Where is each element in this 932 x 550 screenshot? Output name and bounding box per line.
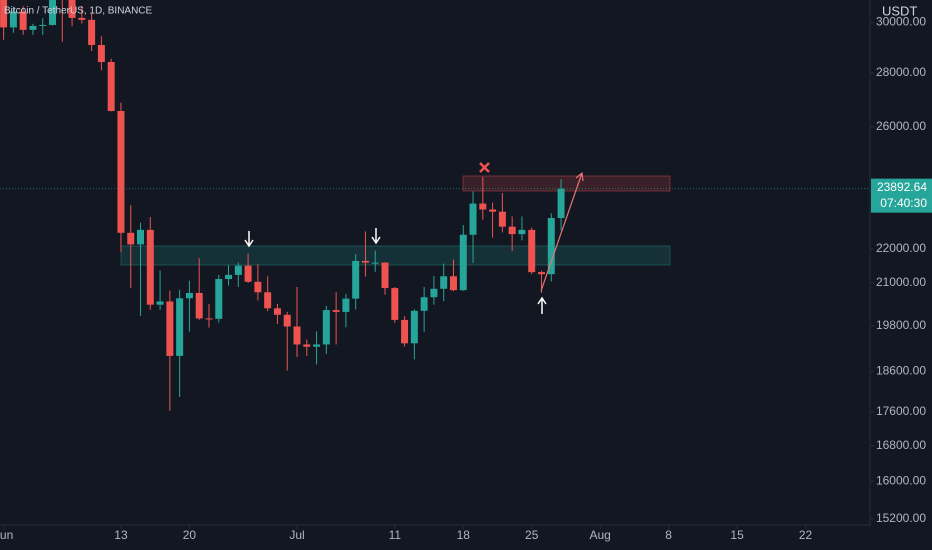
x-tick-label: 15 (730, 528, 744, 542)
candle-body (371, 262, 379, 264)
candle-body (440, 276, 448, 289)
up-arrow (537, 296, 547, 314)
resistance-zone (462, 175, 671, 192)
candle-body (137, 229, 145, 245)
candle-body (49, 0, 56, 25)
annotations (244, 228, 547, 314)
candles (0, 0, 565, 411)
candle-body (166, 301, 174, 356)
candle-body (156, 301, 164, 305)
y-tick-label: 15200.00 (876, 511, 926, 525)
currency-label: USDT (882, 3, 917, 18)
candle-body (9, 11, 17, 28)
price-tag-value: 23892.64 (877, 180, 927, 194)
candle-body (88, 19, 96, 45)
x-mark (479, 162, 490, 173)
candle-body (146, 229, 154, 305)
y-tick-label: 28000.00 (876, 65, 926, 79)
candle-body (185, 292, 193, 299)
y-tick-label: 30000.00 (876, 15, 926, 29)
candle-body (313, 344, 321, 347)
y-tick-label: 21000.00 (876, 275, 926, 289)
candle-body (176, 298, 184, 356)
y-tick-label: 19800.00 (876, 318, 926, 332)
trend-arrow (540, 171, 584, 292)
candle-body (449, 276, 457, 291)
down-arrow (371, 228, 381, 245)
y-tick-label: 16800.00 (876, 438, 926, 452)
candle-body (234, 265, 242, 275)
x-tick-label: 25 (525, 528, 539, 542)
candle-body (273, 308, 281, 315)
candle-body (0, 0, 8, 28)
candle-body (322, 310, 330, 345)
candle-body (342, 298, 350, 312)
candle-body (489, 209, 497, 212)
candle-body (420, 297, 428, 311)
candle-body (39, 24, 47, 26)
candle-body (205, 318, 213, 320)
down-arrow (244, 231, 254, 248)
candle-body (215, 279, 223, 319)
candle-body (391, 288, 399, 320)
candle-body (508, 226, 516, 235)
x-tick-label: Jun (0, 528, 13, 542)
candle-body (303, 344, 311, 347)
candle-body (430, 288, 438, 298)
candle-body (97, 44, 105, 63)
candle-body (518, 229, 526, 235)
chart-title: Bitcoin / TetherUS, 1D, BINANCE (4, 6, 153, 17)
candle-body (498, 211, 506, 227)
x-tick-label: 11 (389, 528, 402, 542)
countdown: 07:40:30 (880, 196, 927, 210)
candle-body (283, 314, 291, 327)
x-tick-label: Aug (590, 528, 611, 542)
price-tag (871, 178, 932, 213)
candle-body (68, 0, 76, 18)
y-tick-label: 16000.00 (876, 473, 926, 487)
support-zone (120, 245, 671, 266)
candle-body (117, 110, 125, 233)
candle-body (401, 319, 409, 344)
candle-body (557, 188, 565, 219)
candle-body (352, 260, 360, 299)
candle-body (293, 326, 301, 345)
candle-body (107, 62, 115, 111)
candle-body (547, 218, 555, 275)
candle-body (538, 272, 545, 275)
y-tick-label: 17600.00 (876, 404, 926, 418)
y-tick-label: 22000.00 (876, 241, 926, 255)
x-tick-label: 18 (457, 528, 471, 542)
candle-body (78, 17, 86, 20)
x-tick-label: 13 (114, 528, 128, 542)
y-tick-label: 26000.00 (876, 119, 926, 133)
candle-body (127, 232, 135, 245)
candle-body (264, 292, 272, 309)
candle-body (332, 310, 340, 312)
y-tick-label: 18600.00 (876, 364, 926, 378)
candle-body (528, 229, 536, 273)
candle-body (459, 234, 467, 291)
candle-body (244, 265, 252, 282)
candle-body (361, 260, 369, 263)
candle-body (479, 203, 487, 210)
candle-body (469, 203, 477, 235)
candle-body (381, 262, 389, 289)
x-tick-label: 20 (183, 528, 197, 542)
x-tick-label: Jul (289, 528, 304, 542)
x-tick-label: 8 (665, 528, 672, 542)
candle-body (195, 292, 203, 319)
candle-body (254, 281, 262, 293)
x-tick-label: 22 (799, 528, 813, 542)
candle-body (29, 25, 37, 30)
candle-body (19, 11, 27, 30)
candle-body (410, 310, 418, 344)
candle-body (225, 274, 233, 280)
